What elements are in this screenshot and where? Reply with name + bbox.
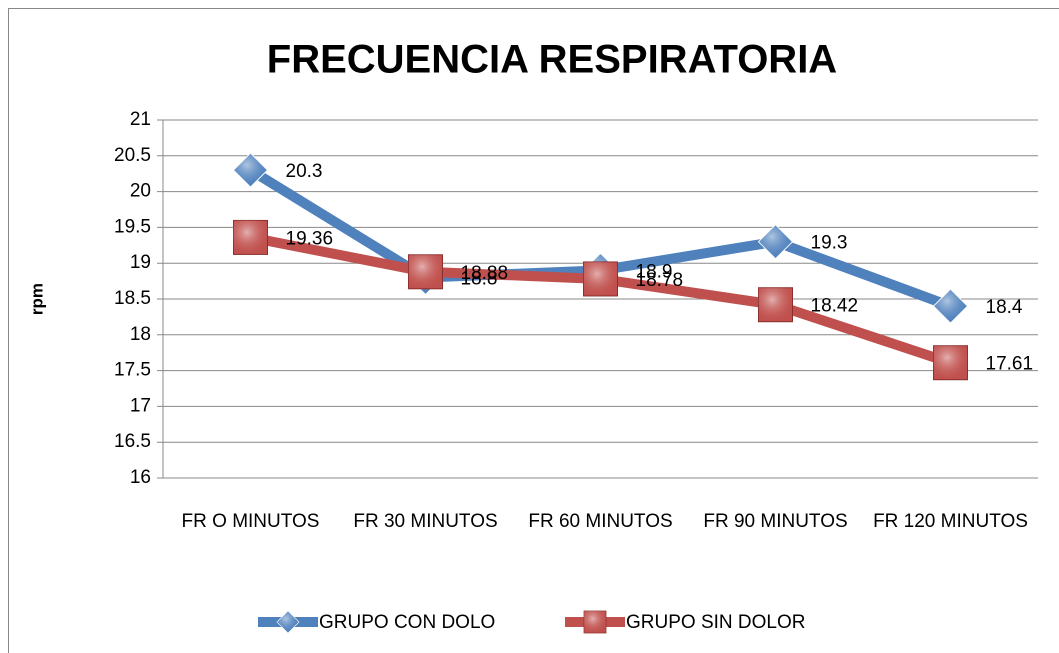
- data-label: 18.4: [986, 297, 1023, 318]
- marker-shine: [233, 153, 268, 188]
- legend-marker: [583, 610, 607, 634]
- data-label: 19.36: [286, 228, 334, 249]
- x-tick-label: FR 120 MINUTOS: [873, 511, 1028, 532]
- y-tick-label: 17.5: [114, 360, 151, 381]
- legend-label: GRUPO CON DOLO: [319, 612, 495, 633]
- marker-shine: [583, 261, 618, 296]
- chart-frame: [8, 8, 1059, 653]
- data-label: 18.8: [461, 269, 498, 290]
- legend-label: GRUPO SIN DOLOR: [626, 612, 805, 633]
- data-label: 18.9: [636, 261, 673, 282]
- y-tick-label: 20: [130, 181, 151, 202]
- x-tick-label: FR 30 MINUTOS: [353, 511, 497, 532]
- data-label: 17.61: [986, 354, 1034, 375]
- data-label: 20.3: [286, 161, 323, 182]
- data-label: 18.88: [461, 263, 509, 284]
- data-label: 19.3: [811, 233, 848, 254]
- x-tick-label: FR O MINUTOS: [182, 511, 320, 532]
- y-tick-label: 20.5: [114, 145, 151, 166]
- marker-shine: [758, 224, 793, 259]
- y-tick-label: 19: [130, 252, 151, 273]
- y-tick-label: 18: [130, 324, 151, 345]
- marker-shine: [583, 610, 607, 634]
- y-axis-label: rpm: [27, 283, 46, 315]
- legend-marker: [276, 610, 300, 634]
- data-label: 18.78: [636, 270, 684, 291]
- marker-shine: [408, 254, 443, 289]
- y-tick-label: 21: [130, 109, 151, 130]
- y-tick-label: 16: [130, 467, 151, 488]
- y-tick-label: 17: [130, 395, 151, 416]
- y-tick-label: 18.5: [114, 288, 151, 309]
- y-tick-label: 16.5: [114, 431, 151, 452]
- chart-title: FRECUENCIA RESPIRATORIA: [267, 38, 837, 82]
- marker-shine: [933, 289, 968, 324]
- marker-shine: [233, 220, 268, 255]
- marker-shine: [933, 345, 968, 380]
- marker-shine: [758, 287, 793, 322]
- y-tick-label: 19.5: [114, 216, 151, 237]
- x-tick-label: FR 60 MINUTOS: [528, 511, 672, 532]
- data-label: 18.42: [811, 296, 859, 317]
- x-tick-label: FR 90 MINUTOS: [703, 511, 847, 532]
